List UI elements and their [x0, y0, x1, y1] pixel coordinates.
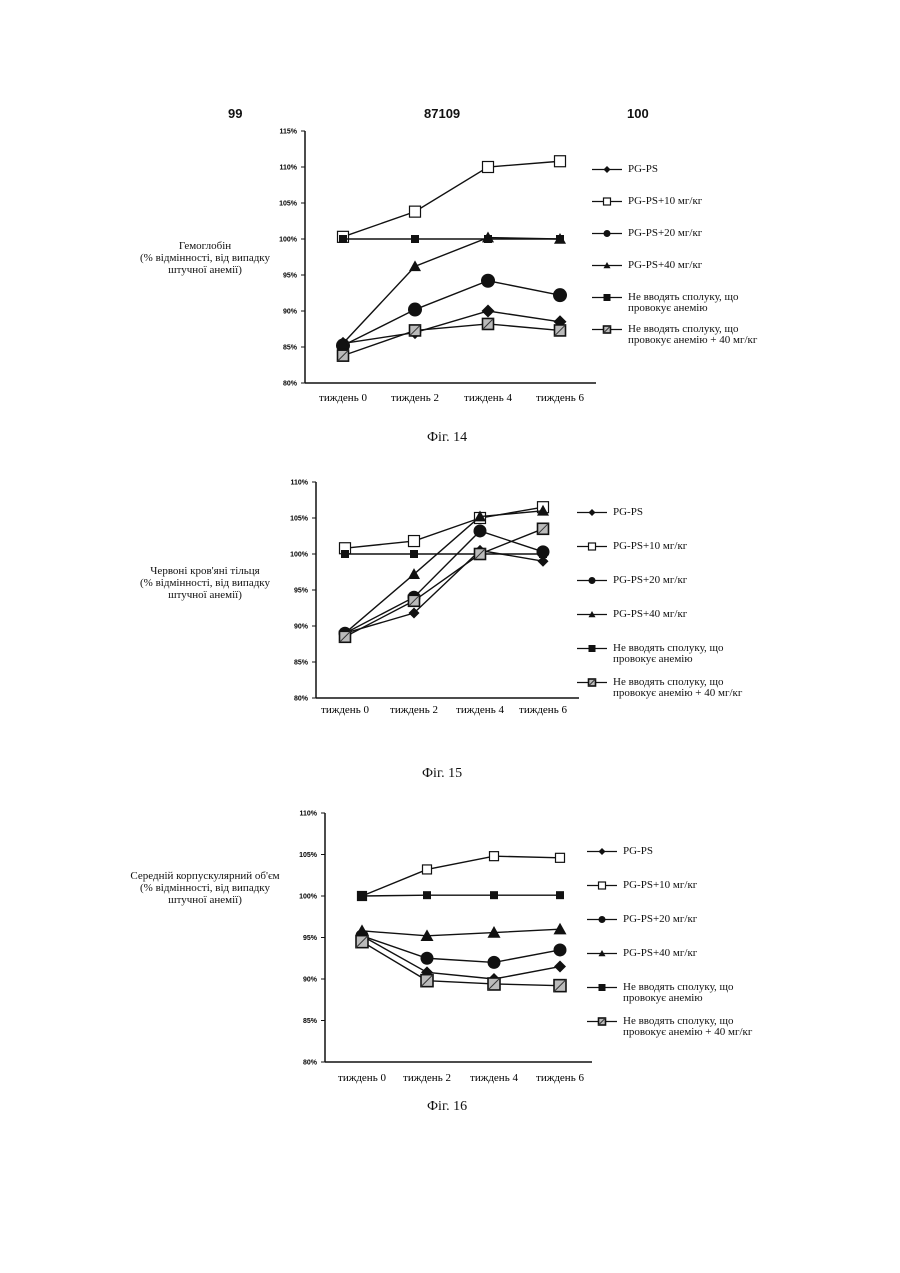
- data-point: [356, 924, 369, 936]
- series-4: [356, 923, 567, 941]
- data-point: [423, 891, 431, 899]
- legend-symbol: [585, 914, 621, 925]
- legend-marker: [599, 984, 606, 991]
- legend-label: PG-PS: [621, 846, 653, 857]
- series-line: [362, 895, 560, 896]
- data-point: [554, 961, 566, 973]
- y-tick-label: 95%: [303, 935, 318, 942]
- legend-item: PG-PS+10 мг/кг: [585, 880, 752, 891]
- legend-symbol: [585, 982, 621, 993]
- legend-label: Не вводять сполуку, що провокує анемію +…: [621, 1016, 752, 1038]
- legend-label: PG-PS+20 мг/кг: [621, 914, 697, 925]
- legend-symbol: [585, 948, 621, 959]
- series-line: [362, 942, 560, 986]
- x-tick-label: тиждень 4: [470, 1072, 518, 1084]
- y-tick-label: 110%: [299, 811, 317, 818]
- legend-label: Не вводять сполуку, що провокує анемію: [621, 982, 733, 1004]
- figure-caption: Фіг. 16: [427, 1099, 467, 1115]
- legend-label: PG-PS+40 мг/кг: [621, 948, 697, 959]
- legend-label: PG-PS+10 мг/кг: [621, 880, 697, 891]
- series-2: [358, 852, 565, 901]
- y-tick-label: 90%: [303, 977, 318, 984]
- data-point: [490, 852, 499, 861]
- x-tick-label: тиждень 2: [403, 1072, 451, 1084]
- legend-item: PG-PS: [585, 846, 752, 857]
- y-tick-label: 85%: [303, 1018, 318, 1025]
- legend-item: PG-PS+40 мг/кг: [585, 948, 752, 959]
- series-line: [362, 929, 560, 936]
- data-point: [556, 891, 564, 899]
- legend-symbol: [585, 880, 621, 891]
- legend: PG-PS PG-PS+10 мг/кг PG-PS+20 мг/кг PG-PS+4…: [585, 846, 752, 1050]
- chart-16: 80% 85% 90% 95% 100% 105% 110% тиждень 0 тиждень…: [0, 0, 900, 1100]
- x-tick-label: тиждень 6: [536, 1072, 584, 1084]
- series-line: [362, 936, 560, 963]
- data-point: [490, 891, 498, 899]
- series-line: [362, 936, 560, 979]
- series-5: [358, 891, 564, 900]
- series-line: [362, 856, 560, 896]
- series-3: [356, 929, 567, 969]
- data-point: [488, 956, 501, 969]
- data-point: [421, 952, 434, 965]
- x-tick-label: тиждень 0: [338, 1072, 386, 1084]
- data-point: [423, 865, 432, 874]
- data-point: [358, 892, 366, 900]
- y-tick-label: 80%: [303, 1060, 318, 1067]
- legend-item: PG-PS+20 мг/кг: [585, 914, 752, 925]
- legend-symbol: [585, 846, 621, 857]
- legend-marker: [599, 882, 606, 889]
- legend-marker: [599, 916, 606, 923]
- legend-item: Не вводять сполуку, що провокує анемію +…: [585, 1016, 752, 1038]
- legend-symbol: [585, 1016, 621, 1027]
- data-point: [556, 853, 565, 862]
- y-tick-label: 100%: [299, 894, 318, 901]
- data-point: [554, 943, 567, 956]
- legend-item: Не вводять сполуку, що провокує анемію: [585, 982, 752, 1004]
- legend-marker: [599, 848, 606, 855]
- y-tick-label: 105%: [299, 852, 318, 859]
- data-point: [554, 923, 567, 935]
